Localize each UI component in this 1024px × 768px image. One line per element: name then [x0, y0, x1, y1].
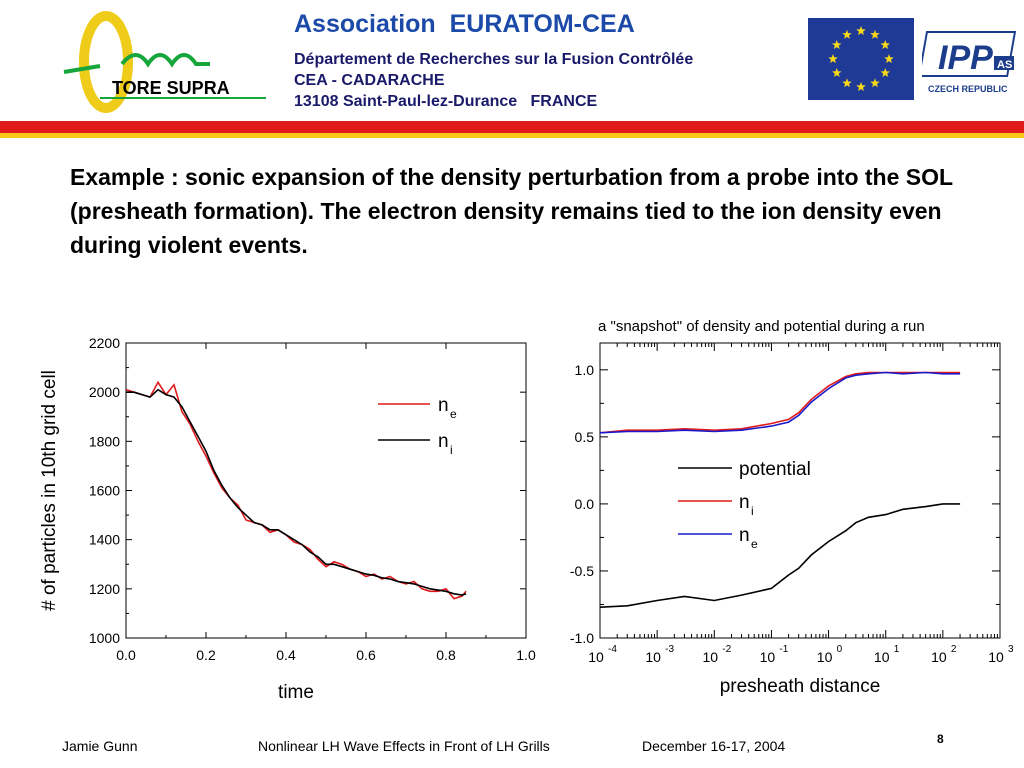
eu-star: [880, 40, 890, 49]
eu-star: [842, 29, 852, 39]
footer-date: December 16-17, 2004: [642, 738, 786, 754]
ipp-logo-sub: AS: [997, 59, 1012, 71]
plot-frame: [125, 342, 527, 639]
x-tick-base: 10: [874, 649, 890, 665]
x-tick-base: 10: [760, 649, 776, 665]
x-tick-label: 0.8: [436, 647, 456, 663]
ipp-logo: IPP AS CZECH REPUBLIC: [922, 31, 1017, 94]
legend-subscript: e: [751, 537, 758, 551]
header-title: Association EURATOM-CEA: [294, 10, 635, 38]
series-line-ne: [125, 380, 467, 600]
logo-ring: [79, 11, 133, 113]
series-line-ne: [599, 371, 961, 434]
series-line-ni: [599, 371, 961, 434]
eu-star: [870, 29, 880, 39]
eu-flag: [808, 18, 914, 100]
header-line-3: 13108 Saint-Paul-lez-Durance FRANCE: [294, 93, 598, 110]
x-tick-exponent: -1: [779, 644, 788, 655]
eu-star: [828, 54, 838, 63]
legend-subscript: i: [450, 443, 453, 457]
eu-star: [832, 40, 842, 49]
x-tick-exponent: -3: [665, 644, 674, 655]
eu-star: [832, 68, 842, 77]
y-tick-label: 0.0: [575, 496, 595, 512]
eu-star: [856, 26, 866, 35]
eu-star: [884, 54, 894, 63]
x-tick-exponent: 2: [951, 644, 957, 655]
legend-label-n: n: [739, 492, 750, 513]
density-time-chart: 0.0 0.2 0.4 0.6 0.8 1.0 1000 1200 1400 1600 1800 20…: [39, 335, 536, 703]
x-tick-label: 0.6: [356, 647, 376, 663]
x-tick-exponent: 3: [1008, 644, 1014, 655]
x-tick-base: 10: [817, 649, 833, 665]
y-tick-label: 2200: [89, 335, 120, 351]
y-tick-label: 2000: [89, 384, 120, 400]
footer-talk-title: Nonlinear LH Wave Effects in Front of LH…: [258, 738, 550, 754]
y-tick-label: 0.5: [575, 429, 595, 445]
chart-title: a "snapshot" of density and potential du…: [598, 318, 925, 335]
x-tick-base: 10: [931, 649, 947, 665]
y-tick-label: -1.0: [570, 630, 594, 646]
legend-label-n: n: [438, 431, 449, 452]
x-tick-exponent: -4: [608, 644, 617, 655]
logo-text: TORE SUPRA: [112, 78, 230, 98]
page-number: 8: [937, 732, 944, 746]
snapshot-chart: a "snapshot" of density and potential du…: [570, 318, 1014, 697]
ipp-country: CZECH REPUBLIC: [928, 84, 1008, 94]
x-tick-label: 0.4: [276, 647, 296, 663]
slide-headline: Example : sonic expansion of the density…: [70, 164, 953, 258]
header-line-2: CEA - CADARACHE: [294, 72, 445, 89]
x-tick-label: 0.2: [196, 647, 216, 663]
eu-stars: [828, 26, 894, 91]
legend-subscript: e: [450, 407, 457, 421]
legend-subscript: i: [751, 504, 754, 518]
x-tick-base: 10: [588, 649, 604, 665]
header-stripe-red: [0, 121, 1024, 133]
series-line-ni: [126, 388, 467, 596]
header-stripe-yellow: [0, 133, 1024, 138]
x-axis-label: time: [278, 682, 314, 703]
eu-star: [870, 78, 880, 88]
logo-wave: [120, 53, 210, 68]
plot-frame: [599, 342, 1001, 639]
y-axis-label: # of particles in 10th grid cell: [39, 370, 60, 611]
header-line-1: Département de Recherches sur la Fusion …: [294, 51, 694, 68]
y-tick-label: 1000: [89, 630, 120, 646]
y-tick-label: 1800: [89, 433, 120, 449]
y-tick-label: 1.0: [575, 362, 595, 378]
x-tick-base: 10: [645, 649, 661, 665]
eu-star: [842, 78, 852, 88]
x-tick-label: 0.0: [116, 647, 136, 663]
y-tick-label: 1400: [89, 532, 120, 548]
x-tick-exponent: 0: [837, 644, 843, 655]
tore-supra-logo: TORE SUPRA: [63, 11, 266, 113]
x-axis-label: presheath distance: [720, 676, 881, 697]
legend-label: potential: [739, 459, 811, 480]
x-tick-base: 10: [702, 649, 718, 665]
x-tick-exponent: -2: [722, 644, 731, 655]
ipp-logo-text: IPP: [938, 39, 993, 77]
y-tick-label: 1600: [89, 483, 120, 499]
legend-label-n: n: [438, 395, 449, 416]
footer-author: Jamie Gunn: [62, 738, 138, 754]
y-tick-label: 1200: [89, 581, 120, 597]
y-tick-label: -0.5: [570, 563, 594, 579]
legend-label-n: n: [739, 525, 750, 546]
logo-stroke: [63, 64, 101, 74]
eu-star: [856, 82, 866, 91]
x-tick-base: 10: [988, 649, 1004, 665]
eu-star: [880, 68, 890, 77]
x-tick-exponent: 1: [894, 644, 900, 655]
series-line-potential: [599, 503, 961, 608]
x-tick-label: 1.0: [516, 647, 536, 663]
